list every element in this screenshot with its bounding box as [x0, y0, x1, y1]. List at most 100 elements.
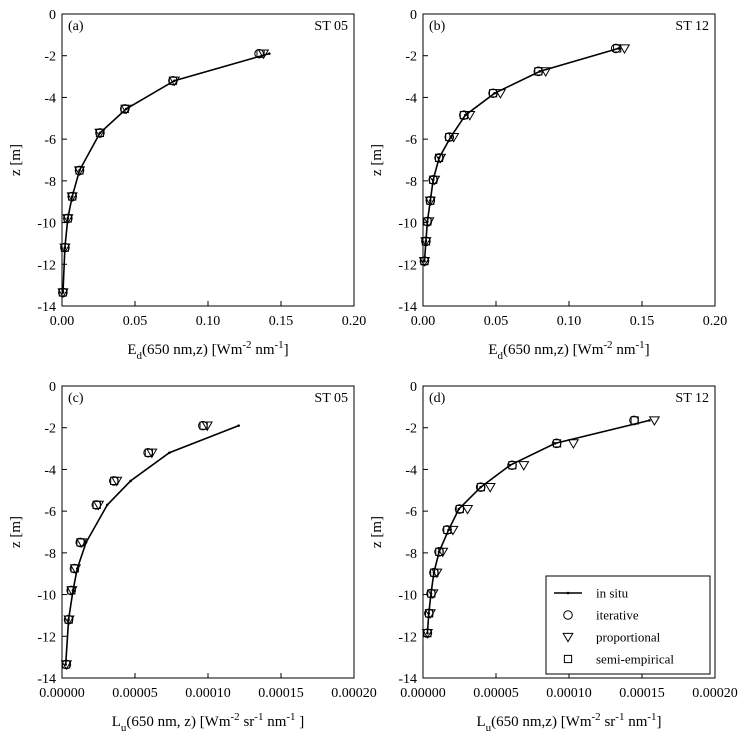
semi-empirical-point [92, 500, 101, 509]
in-situ-point [268, 52, 271, 55]
semi-empirical-point [430, 568, 439, 577]
semi-empirical-point [426, 196, 435, 205]
y-axis-label: z [m] [369, 144, 385, 176]
station-label: ST 12 [675, 391, 709, 406]
semi-empirical-point [110, 476, 119, 485]
x-axis-label-rest1: (650 nm,z) [Wm [503, 342, 604, 358]
iterative-point [254, 48, 264, 59]
in-situ-point [457, 507, 461, 511]
y-tick-label: -2 [405, 422, 417, 437]
x-axis-label-main: E [488, 342, 497, 358]
x-axis-label-rest1: (650 nm, z) [Wm [126, 714, 230, 730]
series-in-situ [423, 47, 620, 263]
semi-empirical-point [76, 538, 85, 547]
y-tick-label: -12 [398, 258, 417, 273]
semi-empirical-point [613, 44, 622, 53]
in-situ-point [553, 442, 557, 445]
semi-empirical-point [443, 525, 452, 535]
x-tick-label: 0.20 [703, 314, 728, 329]
y-tick-label: -10 [398, 589, 417, 604]
in-situ-point [426, 631, 429, 635]
series-semi-empirical [423, 416, 639, 638]
x-axis-label-rest3: ] [645, 342, 650, 358]
panel-c: 0 -2 -4 -6 -8 -10 -12 -140.00000 0.00005 0.00010 0… [8, 380, 377, 734]
proportional-point [518, 461, 530, 471]
x-axis-label-sup1: -2 [603, 339, 612, 351]
x-axis-label-rest4: ] [296, 714, 305, 730]
y-axis-label: z [m] [8, 516, 24, 548]
x-axis-label: Ed(650 nm,z) [Wm-2 nm-1] [127, 339, 288, 362]
in-situ-point [84, 541, 88, 544]
x-axis-label-rest3: nm [624, 714, 647, 730]
panel-b: 0 -2 -4 -6 -8 -10 -12 -140.00 0.05 0.10 0.15 0.20 z … [369, 8, 727, 362]
legend-label: in situ [596, 586, 629, 601]
legend-item-proportional: proportional [562, 630, 661, 645]
semi-empirical-point [508, 461, 517, 470]
x-axis-label-rest2: nm [613, 342, 636, 358]
panel-tag: (c) [68, 391, 84, 406]
x-axis-label: Ed(650 nm,z) [Wm-2 nm-1] [488, 339, 649, 362]
y-tick-label: -2 [44, 422, 56, 437]
y-tick-label: -14 [37, 672, 56, 687]
semi-empirical-point [256, 49, 265, 58]
semi-empirical-point [67, 586, 76, 595]
y-tick-label: -12 [37, 630, 56, 645]
series-iterative [58, 48, 264, 298]
y-axis-label: z [m] [8, 144, 24, 176]
x-tick-label: 0.20 [342, 314, 367, 329]
series-in-situ [426, 419, 651, 635]
y-axis-label: z [m] [369, 516, 385, 548]
proportional-point [461, 504, 474, 515]
x-tick-label: 0.00015 [258, 686, 304, 701]
y-tick-label: -8 [44, 547, 56, 562]
semi-empirical-point [168, 76, 178, 85]
y-tick-label: -4 [44, 91, 56, 106]
in-situ-point [66, 217, 70, 220]
legend-item-in-situ: in situ [554, 586, 629, 601]
x-tick-label: 0.00005 [112, 686, 158, 701]
panel-d: 0 -2 -4 -6 -8 -10 -12 -140.00000 0.00005 0.00010 0… [369, 380, 738, 734]
series-iterative [419, 43, 621, 266]
x-tick-label: 0.00000 [39, 686, 85, 701]
y-tick-label: -2 [405, 50, 417, 65]
in-situ-point [479, 485, 482, 489]
semi-empirical-point [144, 448, 153, 457]
semi-empirical-point [552, 439, 562, 448]
panel-tag: (a) [68, 19, 84, 34]
x-tick-label: 0.00015 [619, 686, 665, 701]
x-tick-label: 0.00010 [185, 686, 231, 701]
in-situ-point [70, 195, 74, 198]
semi-empirical-point [70, 564, 79, 573]
x-axis-label-sup3: -1 [286, 711, 295, 723]
semi-empirical-point [423, 217, 432, 226]
legend-label: proportional [596, 630, 661, 645]
in-situ-point [71, 589, 75, 592]
semi-empirical-point [420, 257, 429, 266]
x-axis-label-sub: d [498, 350, 504, 362]
proportional-point [618, 44, 631, 55]
x-axis-label-sup1: -2 [592, 711, 601, 723]
plot-frame [61, 13, 355, 307]
semi-empirical-point [459, 111, 468, 120]
series-in-situ [64, 424, 240, 666]
x-axis-label-sup2: -1 [274, 339, 283, 351]
in-situ-line [423, 47, 619, 262]
x-tick-label: 0.05 [123, 314, 148, 329]
semi-empirical-point [445, 132, 454, 142]
panel-tag: (b) [429, 19, 446, 34]
x-axis-label: Lu(650 nm,z) [Wm-2 sr-1 nm-1] [476, 711, 661, 734]
x-axis-label-rest2: nm [252, 342, 275, 358]
y-tick-label: -4 [405, 91, 417, 106]
x-tick-label: 0.00 [50, 314, 75, 329]
proportional-point [447, 132, 460, 143]
in-situ-point [98, 131, 102, 135]
y-tick-label: -4 [44, 463, 56, 478]
legend-item-semi-empirical: semi-empirical [563, 652, 674, 667]
series-semi-empirical [420, 44, 622, 266]
y-tick-label: -14 [398, 672, 417, 687]
x-axis-label: Lu(650 nm, z) [Wm-2 sr-1 nm-1 ] [112, 711, 305, 734]
x-axis-label-sup2: -1 [635, 339, 644, 351]
in-situ-point [64, 663, 67, 666]
semi-empirical-point [488, 89, 498, 98]
panel-a: 0 -2 -4 -6 -8 -10 -12 -140.00 0.05 0.10 0.15 0.20 z … [8, 8, 366, 362]
